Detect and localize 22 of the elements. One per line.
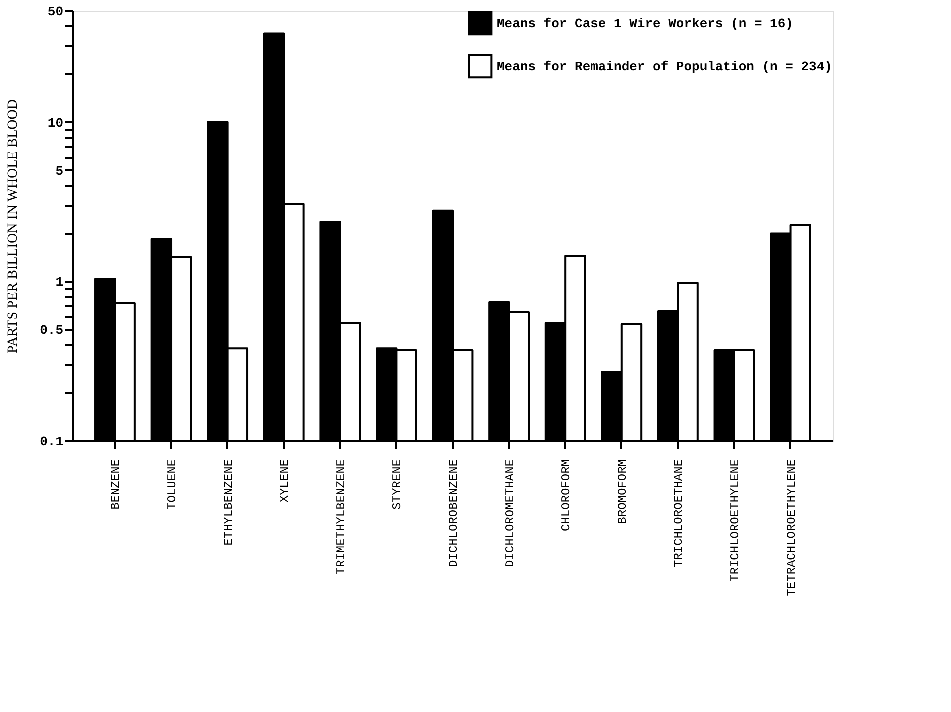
y-tick-label: 0.5 <box>40 323 64 338</box>
x-tick-label: BROMOFORM <box>616 460 630 524</box>
y-tick-label: 0.1 <box>40 434 64 450</box>
x-tick-label: DICHLOROMETHANE <box>503 460 518 568</box>
x-tick-label: TOLUENE <box>166 460 180 510</box>
x-tick-label: CHLOROFORM <box>560 460 574 532</box>
x-tick-label: TRICHLOROETHYLENE <box>728 460 742 582</box>
y-axis-title: PARTS PER BILLION IN WHOLE BLOOD <box>6 100 22 354</box>
legend-label: Means for Case 1 Wire Workers (n = 16) <box>497 16 794 32</box>
legend-label: Means for Remainder of Population (n = 234) <box>497 60 832 74</box>
y-tick-label: 50 <box>48 4 64 20</box>
y-tick-label: 5 <box>56 164 64 179</box>
y-tick-label: 10 <box>48 116 64 131</box>
y-tick-label: 1 <box>56 275 64 290</box>
x-tick-label: ETHYLBENZENE <box>222 460 236 546</box>
x-tick-label: TRICHLOROETHANE <box>672 460 686 568</box>
x-tick-label: TETRACHLOROETHYLENE <box>784 460 799 596</box>
x-tick-label: BENZENE <box>109 460 124 510</box>
x-tick-label: XYLENE <box>278 460 292 503</box>
x-tick-label: DICHLOROBENZENE <box>447 460 461 568</box>
x-tick-label: TRIMETHYLBENZENE <box>334 460 348 575</box>
x-tick-label: STYRENE <box>390 460 405 510</box>
